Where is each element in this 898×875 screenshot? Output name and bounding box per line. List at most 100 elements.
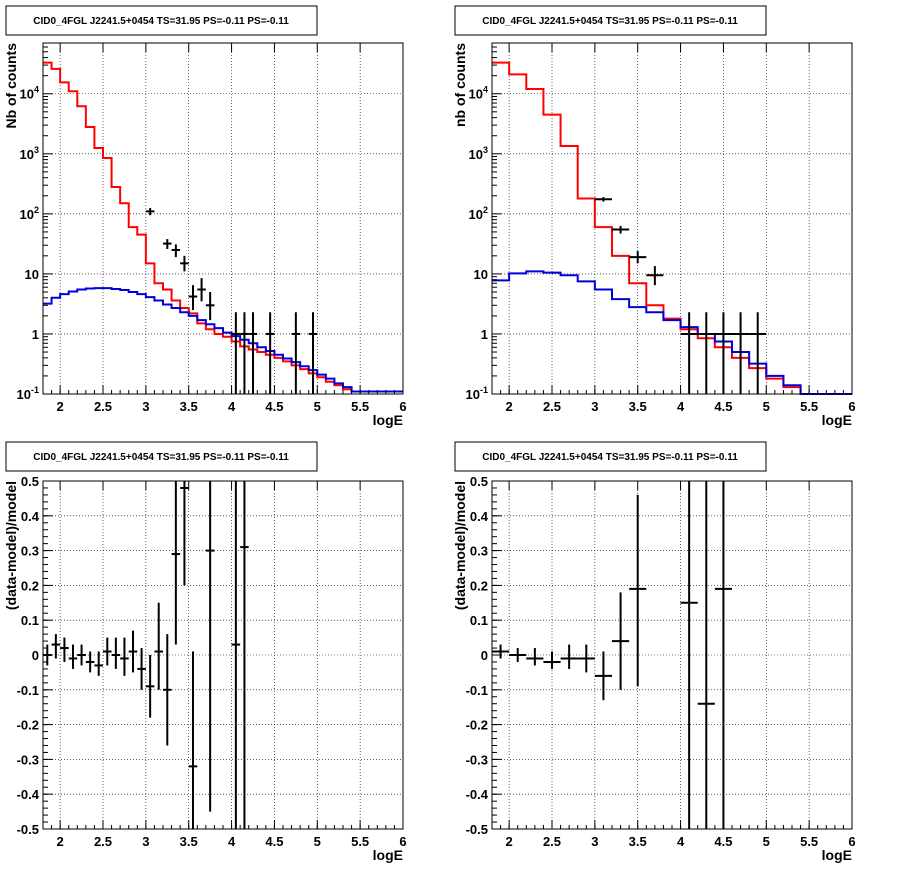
data-point <box>526 648 544 666</box>
x-tick-label: 5.5 <box>351 834 369 849</box>
data-point <box>94 651 103 676</box>
data-point <box>188 285 198 311</box>
data-point <box>180 255 189 272</box>
pad-residuals-right: CID0_4FGL J2241.5+0454 TS=31.95 PS=-0.11… <box>452 441 856 863</box>
y-tick-label: 0.2 <box>470 578 488 593</box>
data-point <box>594 197 612 202</box>
x-tick-label: 4 <box>677 399 685 414</box>
x-tick-label: 5 <box>763 834 770 849</box>
y-tick-label: 0.2 <box>21 578 39 593</box>
data-point <box>231 481 241 829</box>
data-point <box>188 651 198 829</box>
data-point <box>265 312 275 394</box>
data-point <box>612 592 630 690</box>
y-tick-label: -0.2 <box>17 718 39 733</box>
data-point <box>103 637 112 666</box>
model-histogram-line <box>492 61 852 395</box>
data-point <box>594 651 612 701</box>
data-point <box>697 481 715 829</box>
x-tick-label: 2 <box>57 399 64 414</box>
pad-title: CID0_4FGL J2241.5+0454 TS=31.95 PS=-0.11… <box>482 452 738 463</box>
x-tick-label: 3 <box>142 834 149 849</box>
data-point <box>231 312 241 394</box>
pad-title: CID0_4FGL J2241.5+0454 TS=31.95 PS=-0.11… <box>33 452 289 463</box>
data-point <box>85 651 95 673</box>
x-tick-label: 2 <box>57 834 64 849</box>
y-axis-title: nb of counts <box>452 43 468 127</box>
data-point <box>749 312 767 394</box>
model-histogram-line <box>43 61 403 393</box>
data-point <box>128 630 138 673</box>
x-tick-label: 2.5 <box>543 834 561 849</box>
grid <box>43 481 403 829</box>
data-point <box>163 239 172 249</box>
y-tick-label: -0.1 <box>466 683 488 698</box>
pad-counts-right: CID0_4FGL J2241.5+0454 TS=31.95 PS=-0.11… <box>452 5 856 428</box>
pad-title: CID0_4FGL J2241.5+0454 TS=31.95 PS=-0.11… <box>482 16 738 27</box>
x-axis-title: logE <box>373 412 403 428</box>
model-histograms <box>43 61 403 393</box>
data-point <box>240 481 249 829</box>
y-tick-label: 0 <box>32 648 39 663</box>
x-tick-label: 4 <box>228 834 236 849</box>
data-point <box>163 634 172 746</box>
data-point <box>205 291 215 321</box>
y-tick-label: -0.2 <box>466 718 488 733</box>
grid <box>492 43 852 394</box>
x-axis-title: logE <box>822 412 852 428</box>
data-point <box>308 312 318 394</box>
x-tick-label: 3 <box>591 399 598 414</box>
model-histogram-line <box>43 287 403 393</box>
data-point <box>171 481 181 645</box>
x-tick-label: 2.5 <box>94 834 112 849</box>
y-tick-label: 10 <box>25 267 39 282</box>
axis-ticks: 2 2.5 3 3.5 4 4.5 5 5.5 6 10-1 1 10 102 103 104 <box>17 43 407 414</box>
y-tick-label: 103 <box>469 145 488 162</box>
y-tick-label: 10-1 <box>17 385 39 402</box>
data-point <box>180 481 189 586</box>
x-tick-label: 3.5 <box>629 834 647 849</box>
data-point <box>697 312 715 394</box>
data-point <box>291 312 301 394</box>
y-tick-label: 0.1 <box>21 613 39 628</box>
x-tick-label: 2.5 <box>543 399 561 414</box>
y-tick-label: 0.3 <box>21 544 39 559</box>
data-point <box>197 278 206 302</box>
y-tick-label: 0.1 <box>470 613 488 628</box>
data-point <box>629 251 647 264</box>
x-tick-label: 4 <box>677 834 685 849</box>
data-point <box>68 644 78 669</box>
y-tick-label: -0.4 <box>17 787 40 802</box>
data-point <box>137 648 146 690</box>
axis-ticks: 2 2.5 3 3.5 4 4.5 5 5.5 6 -0.5 -0.4 -0.3 -0.2 -0.1 0 0.… <box>17 474 407 849</box>
y-tick-label: 0.5 <box>21 474 39 489</box>
x-tick-label: 3.5 <box>180 399 198 414</box>
residual-points <box>43 481 249 829</box>
pad-title-box <box>5 5 318 36</box>
pad-title-box <box>454 441 767 472</box>
data-point <box>51 634 61 659</box>
data-point <box>714 481 732 829</box>
y-tick-label: 0.5 <box>470 474 488 489</box>
data-point <box>543 651 561 669</box>
x-tick-label: 2 <box>506 834 513 849</box>
model-histograms <box>492 61 852 395</box>
y-tick-label: -0.1 <box>17 683 39 698</box>
x-tick-label: 5 <box>314 399 321 414</box>
y-tick-label: 104 <box>20 85 39 102</box>
data-point <box>629 494 647 687</box>
y-tick-label: -0.5 <box>466 822 488 837</box>
x-tick-label: 4 <box>228 399 236 414</box>
data-point <box>154 602 163 690</box>
y-axis-title: (data-model)/model <box>3 481 19 610</box>
data-point <box>714 312 732 394</box>
model-histogram-line <box>492 270 852 395</box>
data-point <box>732 312 750 394</box>
x-tick-label: 6 <box>399 399 406 414</box>
data-point <box>646 266 664 286</box>
x-tick-label: 3.5 <box>180 834 198 849</box>
y-tick-label: -0.4 <box>466 787 489 802</box>
pad-residuals-left: CID0_4FGL J2241.5+0454 TS=31.95 PS=-0.11… <box>3 441 407 863</box>
data-point <box>680 312 698 394</box>
x-tick-label: 6 <box>848 399 855 414</box>
